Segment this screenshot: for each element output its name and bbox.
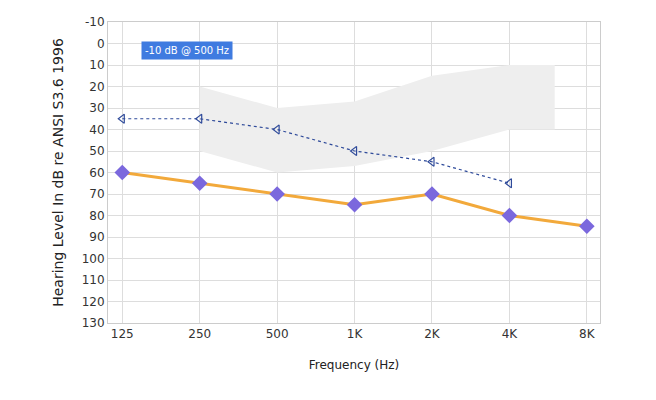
- svg-text:1K: 1K: [347, 327, 364, 341]
- svg-text:100: 100: [82, 252, 105, 266]
- svg-text:Frequency (Hz): Frequency (Hz): [309, 358, 400, 372]
- svg-text:Hearing Level In dB re ANSI S3: Hearing Level In dB re ANSI S3.6 1996: [50, 38, 66, 307]
- svg-text:130: 130: [82, 316, 105, 330]
- svg-text:2K: 2K: [424, 327, 441, 341]
- svg-text:90: 90: [89, 230, 104, 244]
- svg-text:8K: 8K: [579, 327, 596, 341]
- svg-text:0: 0: [97, 37, 105, 51]
- svg-text:10: 10: [89, 58, 104, 72]
- svg-text:30: 30: [89, 101, 104, 115]
- svg-text:250: 250: [188, 327, 211, 341]
- svg-text:50: 50: [89, 144, 104, 158]
- svg-text:125: 125: [111, 327, 134, 341]
- svg-text:500: 500: [266, 327, 289, 341]
- svg-text:110: 110: [82, 273, 105, 287]
- svg-text:70: 70: [89, 187, 104, 201]
- svg-text:-10: -10: [85, 15, 105, 29]
- svg-text:4K: 4K: [502, 327, 519, 341]
- svg-text:-10 dB @ 500 Hz: -10 dB @ 500 Hz: [145, 45, 229, 56]
- svg-text:80: 80: [89, 209, 104, 223]
- svg-text:60: 60: [89, 166, 104, 180]
- svg-text:20: 20: [89, 80, 104, 94]
- svg-text:40: 40: [89, 123, 104, 137]
- svg-text:120: 120: [82, 295, 105, 309]
